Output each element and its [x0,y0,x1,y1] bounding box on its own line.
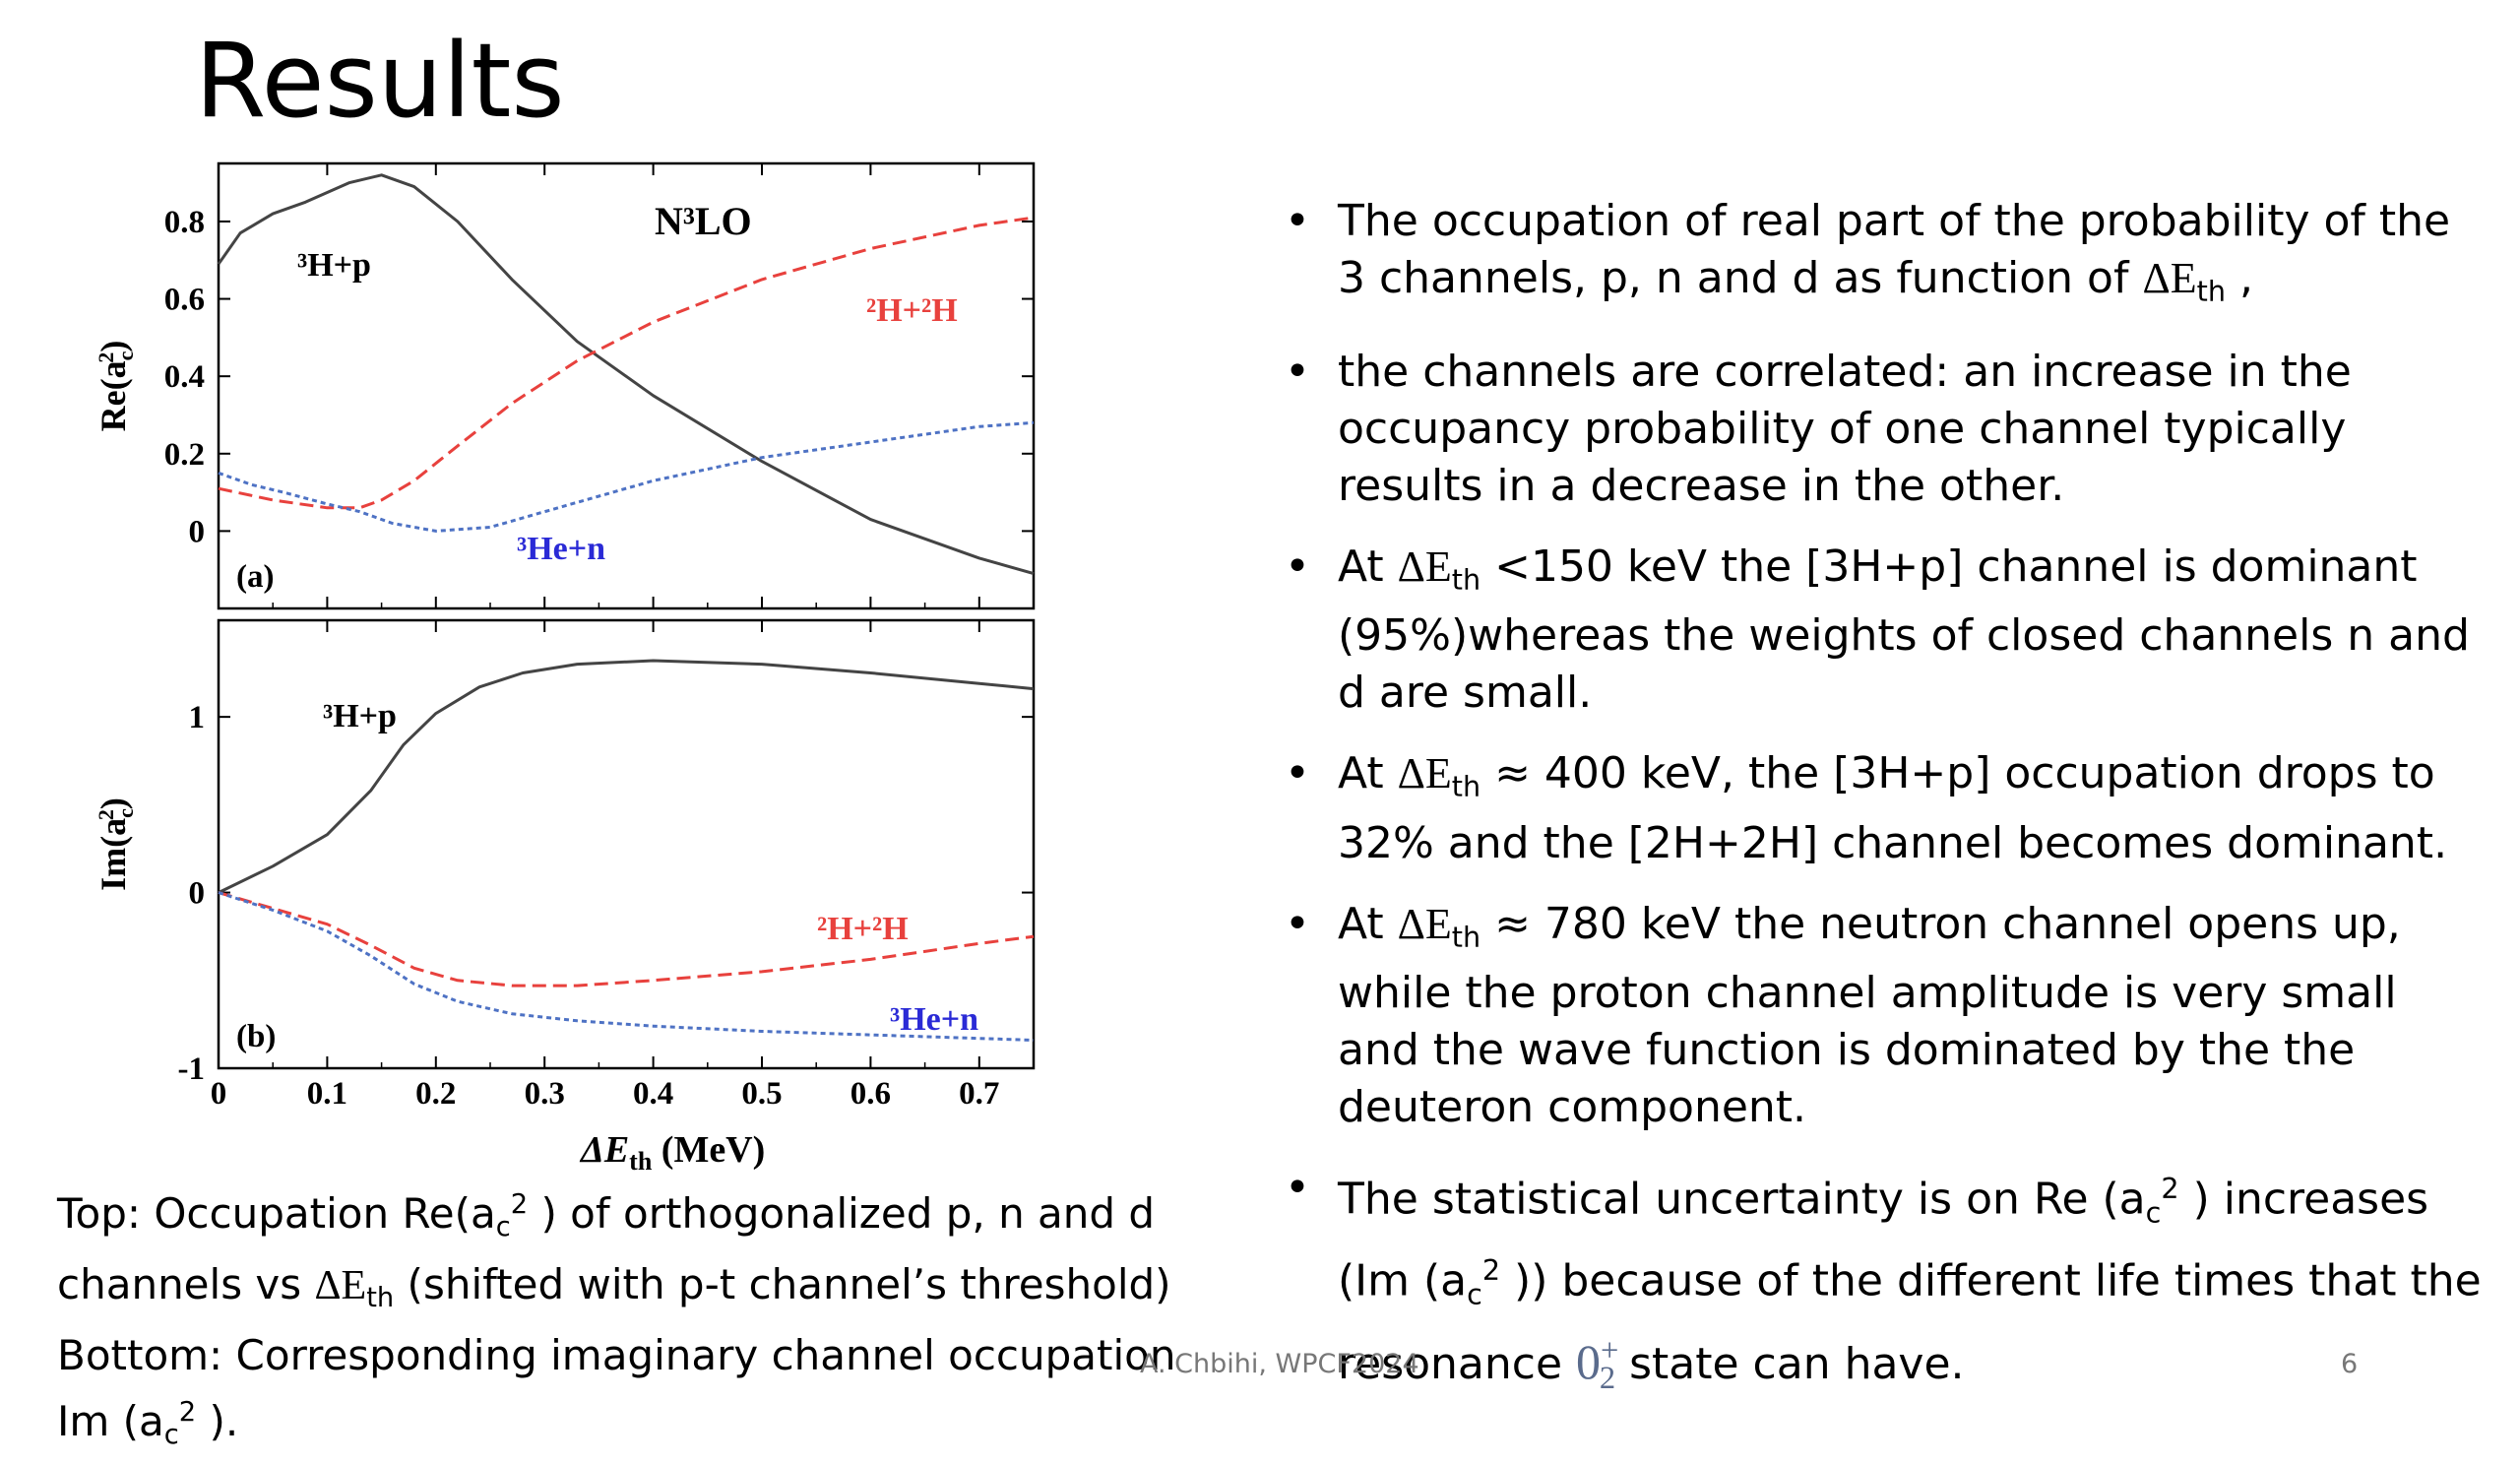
x-tick-label: 0.1 [307,1076,347,1112]
y-axis-label: Im(ac2) [94,797,138,891]
series-line-2 [218,891,1035,1042]
x-axis-label-sub: th [629,1147,653,1172]
bullet-4: At ΔEth ≈ 400 keV, the [3H+p] occupation… [1285,745,2486,872]
series-line-1 [218,216,1035,510]
series-line-1 [218,891,1035,987]
y-tick-label: -1 [178,1051,206,1087]
bullet-list: The occupation of real part of the proba… [1285,193,2486,1431]
panel-label: (b) [236,1019,276,1054]
figure-svg: 0.8 0.6 0.4 0.2 0 Re(ac2) (a) N³LO ³H+p ²H+²H ³He+… [94,161,1036,1172]
bullet-5: At ΔEth ≈ 780 keV the neutron channel op… [1285,896,2486,1137]
resonance-state-symbol: 0+2 [1576,1332,1619,1396]
series-label-2h2h: ²H+²H [817,911,909,947]
x-tick-label: 0.3 [525,1076,565,1112]
bullet-1: The occupation of real part of the proba… [1285,193,2486,320]
series-label-3hen: ³He+n [517,531,605,567]
page-number: 6 [2341,1349,2359,1379]
caption-line-2: channels vs ΔEth (shifted with p-t chann… [57,1260,1171,1314]
caption-line-3: Bottom: Corresponding imaginary channel … [57,1331,1176,1380]
y-tick-label: 0.2 [164,437,205,473]
series-label-3hp: ³H+p [323,698,397,734]
y-tick-label: 1 [189,700,206,735]
y-tick-label: 0 [189,514,206,549]
x-tick-label: 0.7 [959,1076,999,1112]
x-tick-label: 0.2 [415,1076,456,1112]
footer-author: A. Chbihi, WPCF2024 [1140,1349,1419,1379]
annotation-n3lo: N³LO [655,199,752,243]
y-axis-label-sub: c [113,350,138,360]
x-tick-label: 0.4 [633,1076,673,1112]
series-label-3hen: ³He+n [890,1001,978,1038]
bullet-3: At ΔEth <150 keV the [3H+p] channel is d… [1285,539,2486,723]
plot-frame [217,618,1036,1070]
series-line-0 [217,173,1035,576]
x-axis-label: ΔEth (MeV) [579,1129,765,1172]
y-tick-label: 0.8 [164,205,205,240]
figure-caption: Top: Occupation Re(ac2 ) of orthogonaliz… [57,1177,1179,1465]
series-line-0 [218,659,1035,894]
series-label-3hp: ³H+p [297,247,371,284]
panel-label: (a) [236,559,274,595]
y-axis-label-close: ) [94,341,133,352]
series-line-2 [218,420,1035,533]
y-axis-label-sub: c [113,808,138,818]
x-tick-label: 0.5 [741,1076,782,1112]
panel-a: 0.8 0.6 0.4 0.2 0 Re(ac2) (a) N³LO ³H+p ²H+²H ³He+… [94,161,1036,610]
plot-frame [217,161,1036,610]
x-axis-label-unit: (MeV) [652,1129,765,1171]
slide-title: Results [195,21,565,141]
x-tick-label: 0.6 [850,1076,891,1112]
y-axis-label-close: ) [94,797,133,809]
figure: 0.8 0.6 0.4 0.2 0 Re(ac2) (a) N³LO ³H+p ²H+²H ³He+… [89,148,1063,1172]
x-tick-label: 0 [211,1076,227,1112]
y-tick-label: 0.6 [164,283,205,318]
series-label-2h2h: ²H+²H [866,292,958,329]
y-axis-label-sup: 2 [94,352,118,363]
y-axis-label-sup: 2 [94,809,118,820]
bullet-2: the channels are correlated: an increase… [1285,344,2486,515]
y-tick-label: 0.4 [164,359,205,395]
y-tick-label: 0 [189,876,206,912]
caption-line-4: Im (ac2 ). [57,1397,239,1451]
caption-line-1: Top: Occupation Re(ac2 ) of orthogonaliz… [57,1189,1156,1243]
y-axis-label: Re(ac2) [94,341,138,432]
bullet-6: The statistical uncertainty is on Re (ac… [1285,1160,2486,1406]
